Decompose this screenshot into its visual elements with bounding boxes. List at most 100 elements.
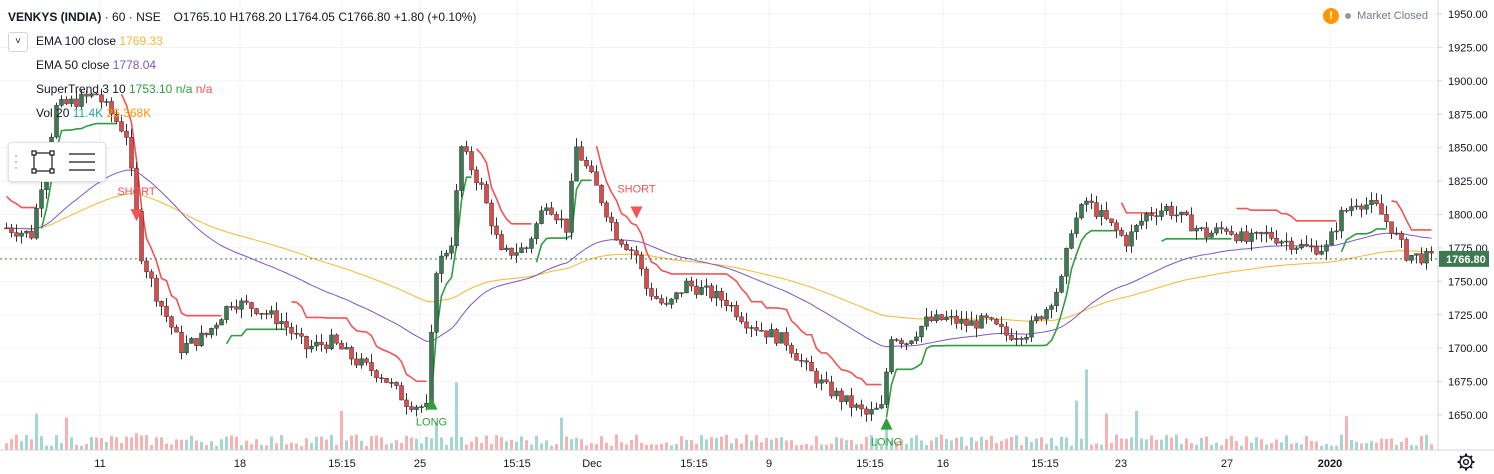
candle — [1214, 227, 1219, 234]
candle — [464, 146, 469, 152]
symbol-name[interactable]: VENKYS (INDIA) — [8, 10, 102, 24]
sell-signal-icon — [130, 209, 143, 222]
indicator-row-ema100[interactable]: ˅ EMA 100 close 1769.33 — [8, 32, 476, 56]
volume-bar — [705, 439, 708, 450]
candle — [1219, 227, 1224, 230]
indicator-row-supertrend[interactable]: SuperTrend 3 10 1753.10 n/a n/a — [8, 80, 476, 104]
volume-bar — [85, 444, 88, 450]
gear-icon[interactable] — [1456, 452, 1476, 472]
candle — [1334, 230, 1339, 233]
signal-label: LONG — [416, 417, 447, 429]
candle — [339, 342, 344, 350]
volume-bar — [1230, 435, 1233, 450]
candle — [54, 105, 59, 138]
supertrend-down-line — [291, 301, 427, 383]
volume-bar — [690, 440, 693, 450]
candle — [549, 207, 554, 215]
candle — [1064, 248, 1069, 277]
candle — [504, 247, 509, 250]
high-value: H1768.20 — [229, 10, 282, 24]
volume-bar — [1380, 438, 1383, 450]
volume-bar — [825, 444, 828, 450]
volume-bar — [580, 439, 583, 450]
interval-label[interactable]: 60 — [112, 10, 126, 24]
x-tick-label: 15:15 — [856, 458, 884, 470]
volume-bar — [10, 439, 13, 450]
ema100-line — [6, 193, 1432, 322]
candle — [1239, 231, 1244, 242]
candle — [419, 406, 424, 409]
volume-bar — [630, 439, 633, 450]
rectangle-tool-icon[interactable] — [31, 150, 55, 174]
volume-bar — [300, 446, 303, 450]
volume-bar — [1255, 437, 1258, 450]
candle — [1389, 221, 1394, 234]
candle — [1134, 225, 1139, 233]
candle — [829, 381, 834, 397]
candle — [779, 332, 784, 344]
candle — [524, 247, 529, 249]
ema100-value: 1769.33 — [119, 34, 163, 48]
candle — [1244, 231, 1249, 242]
candle — [349, 347, 354, 360]
volume-bar — [320, 436, 323, 450]
volume-bar — [135, 433, 138, 450]
x-tick-label: 23 — [1115, 458, 1127, 470]
volume-bar — [765, 437, 768, 450]
candle — [1109, 218, 1114, 224]
volume-bar — [910, 437, 913, 450]
volume-bar — [470, 441, 473, 450]
candle — [104, 101, 109, 103]
volume-bar — [485, 435, 488, 450]
volume-bar — [160, 437, 163, 450]
candle — [674, 292, 679, 300]
candle — [84, 93, 89, 97]
volume-bar — [835, 437, 838, 450]
candle — [969, 320, 974, 326]
candle — [604, 202, 609, 218]
chart-legend: VENKYS (INDIA) · 60 · NSE O1765.10 H1768… — [8, 8, 476, 128]
candle — [819, 379, 824, 384]
volume-bar — [865, 436, 868, 450]
candle — [4, 227, 9, 230]
candle — [374, 370, 379, 379]
volume-bar — [1245, 436, 1248, 450]
volume-bar — [720, 436, 723, 450]
candle — [994, 318, 999, 325]
candle — [684, 280, 689, 294]
line-style-icon[interactable] — [69, 153, 95, 171]
buy-signal-icon — [425, 397, 438, 410]
volume-bar — [750, 440, 753, 450]
candle — [474, 169, 479, 184]
drag-handle-icon[interactable] — [15, 155, 17, 169]
candle — [319, 341, 324, 346]
candle — [1419, 253, 1424, 264]
candle — [224, 306, 229, 320]
volume-bar — [735, 438, 738, 450]
indicator-row-volume[interactable]: Vol 20 11.4K 26.368K — [8, 104, 476, 128]
volume-bar — [740, 443, 743, 450]
supertrend-down-line — [595, 145, 882, 386]
candle — [814, 370, 819, 384]
candle — [79, 93, 84, 107]
candle — [434, 273, 439, 333]
market-status[interactable]: ! Market Closed — [1323, 8, 1428, 24]
indicator-row-ema50[interactable]: EMA 50 close 1778.04 — [8, 56, 476, 80]
candle — [999, 323, 1004, 328]
candle — [809, 361, 814, 372]
volume-bar — [590, 442, 593, 450]
y-tick-label: 1900.00 — [1448, 76, 1488, 88]
candle — [844, 395, 849, 402]
warning-icon[interactable]: ! — [1323, 8, 1340, 24]
candle — [1049, 305, 1054, 310]
volume-bar — [660, 443, 663, 450]
volume-bar — [675, 443, 678, 450]
collapse-legend-button[interactable]: ˅ — [8, 32, 28, 52]
candle — [934, 314, 939, 321]
candle — [704, 285, 709, 288]
candle — [1289, 240, 1294, 250]
volume-bar — [1015, 435, 1018, 450]
volume-bar — [1400, 442, 1403, 450]
volume-bar — [710, 437, 713, 450]
